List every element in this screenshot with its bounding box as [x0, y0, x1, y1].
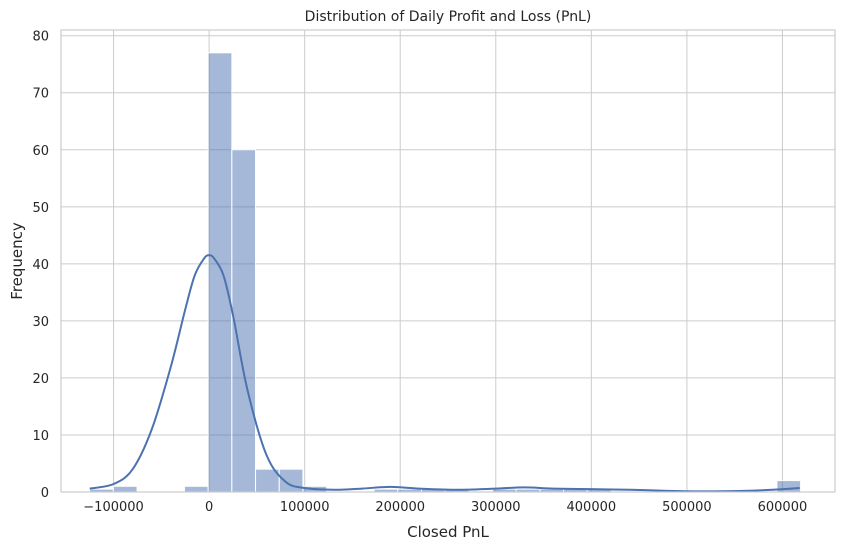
histogram-bar: [112, 485, 138, 493]
x-axis-label: Closed PnL: [407, 523, 489, 541]
grid-lines: [61, 30, 835, 493]
x-tick-label: 0: [205, 500, 213, 515]
histogram-bar: [776, 480, 802, 493]
y-tick-label: 50: [32, 201, 49, 216]
y-tick-label: 10: [32, 429, 49, 444]
chart-title: Distribution of Daily Profit and Loss (P…: [305, 9, 592, 25]
y-axis-label: Frequency: [8, 222, 26, 300]
histogram-bar: [207, 52, 233, 493]
y-tick-label: 40: [32, 258, 49, 273]
y-tick-label: 70: [32, 87, 49, 102]
x-tick-labels: −100000 0 100000 200000 300000 400000 500000 60…: [83, 500, 807, 515]
y-tick-label: 60: [32, 144, 49, 159]
x-tick-label: −100000: [83, 500, 144, 515]
kde-curve: [89, 254, 800, 493]
x-tick-label: 400000: [567, 500, 617, 515]
y-tick-label: 20: [32, 372, 49, 387]
x-tick-label: 300000: [471, 500, 521, 515]
x-tick-label: 100000: [280, 500, 330, 515]
x-tick-label: 200000: [375, 500, 425, 515]
histogram-bars: [89, 52, 802, 493]
histogram-bar: [231, 149, 257, 493]
y-tick-label: 0: [41, 486, 49, 501]
x-tick-label: 600000: [758, 500, 808, 515]
y-tick-label: 80: [32, 30, 49, 45]
histogram-bar: [183, 485, 209, 493]
y-tick-labels: 0 10 20 30 40 50 60 70 80: [32, 30, 49, 501]
kde-line: [89, 254, 800, 493]
x-tick-label: 500000: [662, 500, 712, 515]
y-tick-label: 30: [32, 315, 49, 330]
plot-frame: [60, 29, 836, 493]
